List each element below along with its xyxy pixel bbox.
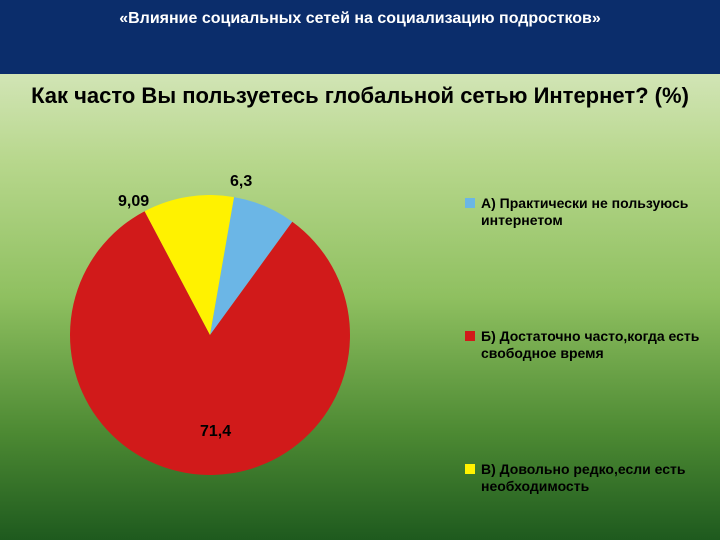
header-title: «Влияние социальных сетей на социализаци…	[119, 10, 601, 28]
legend-text-c: В) Довольно редко,если есть необходимост…	[481, 461, 700, 495]
chart-title: Как часто Вы пользуетесь глобальной сеть…	[0, 82, 720, 110]
legend-swatch-a	[465, 198, 475, 208]
pie-label-c: 9,09	[118, 193, 149, 211]
legend-text-a: А) Практически не пользуюсь интернетом	[481, 195, 700, 229]
legend: А) Практически не пользуюсь интернетом Б…	[465, 195, 700, 495]
legend-item-b: Б) Достаточно часто,когда есть свободное…	[465, 328, 700, 362]
legend-swatch-c	[465, 464, 475, 474]
pie-label-a: 6,3	[230, 173, 252, 191]
legend-item-a: А) Практически не пользуюсь интернетом	[465, 195, 700, 229]
pie-label-b: 71,4	[200, 423, 231, 441]
header-band: «Влияние социальных сетей на социализаци…	[0, 0, 720, 74]
legend-swatch-b	[465, 331, 475, 341]
slide: «Влияние социальных сетей на социализаци…	[0, 0, 720, 540]
legend-text-b: Б) Достаточно часто,когда есть свободное…	[481, 328, 700, 362]
pie-chart: 6,3 71,4 9,09	[70, 165, 370, 495]
legend-item-c: В) Довольно редко,если есть необходимост…	[465, 461, 700, 495]
